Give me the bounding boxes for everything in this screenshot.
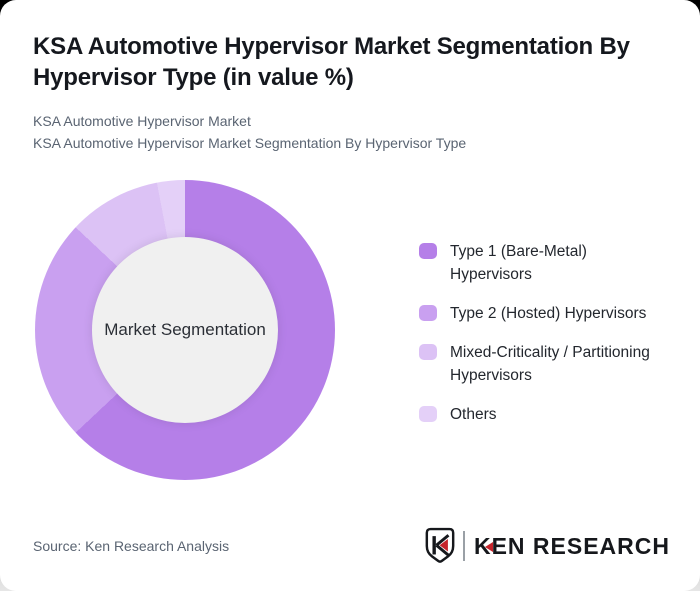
subtitle-line-2: KSA Automotive Hypervisor Market Segment… <box>33 135 467 152</box>
donut-center: Market Segmentation <box>92 237 278 424</box>
subtitle-block: KSA Automotive Hypervisor Market KSA Aut… <box>33 110 667 154</box>
page-title: KSA Automotive Hypervisor Market Segment… <box>33 33 630 91</box>
logo-red-triangle-icon <box>484 542 493 553</box>
footer: Source: Ken Research Analysis K EN RESEAR… <box>33 527 670 565</box>
legend-label: Others <box>450 406 497 424</box>
logo-divider <box>462 531 465 561</box>
legend-swatch <box>419 344 437 361</box>
donut-center-label: Market Segmentation <box>104 320 266 340</box>
legend-swatch <box>419 243 437 260</box>
legend-label: Mixed-Criticality / Partitioning Hypervi… <box>450 344 650 385</box>
ken-research-badge-icon <box>425 527 455 563</box>
chart-area: Market Segmentation Type 1 (Bare-Metal) … <box>33 180 667 481</box>
ken-research-logo: K EN RESEARCH <box>424 527 670 565</box>
legend-item: Type 2 (Hosted) Hypervisors <box>419 302 667 325</box>
logo-wordmark-k: K <box>473 532 493 559</box>
subtitle-line-1: KSA Automotive Hypervisor Market <box>33 113 251 130</box>
legend-label: Type 2 (Hosted) Hypervisors <box>450 305 647 323</box>
legend: Type 1 (Bare-Metal) Hypervisors Type 2 (… <box>419 240 667 442</box>
legend-swatch <box>419 406 437 423</box>
logo-wordmark: K EN RESEARCH <box>474 533 670 560</box>
legend-item: Mixed-Criticality / Partitioning Hypervi… <box>419 341 667 387</box>
logo-wordmark-rest: EN RESEARCH <box>491 532 670 559</box>
legend-swatch <box>419 305 437 322</box>
donut-chart: Market Segmentation <box>35 180 335 481</box>
legend-item: Others <box>419 403 667 426</box>
source-text: Source: Ken Research Analysis <box>33 538 230 554</box>
legend-item: Type 1 (Bare-Metal) Hypervisors <box>419 240 667 286</box>
legend-label: Type 1 (Bare-Metal) Hypervisors <box>450 243 587 284</box>
